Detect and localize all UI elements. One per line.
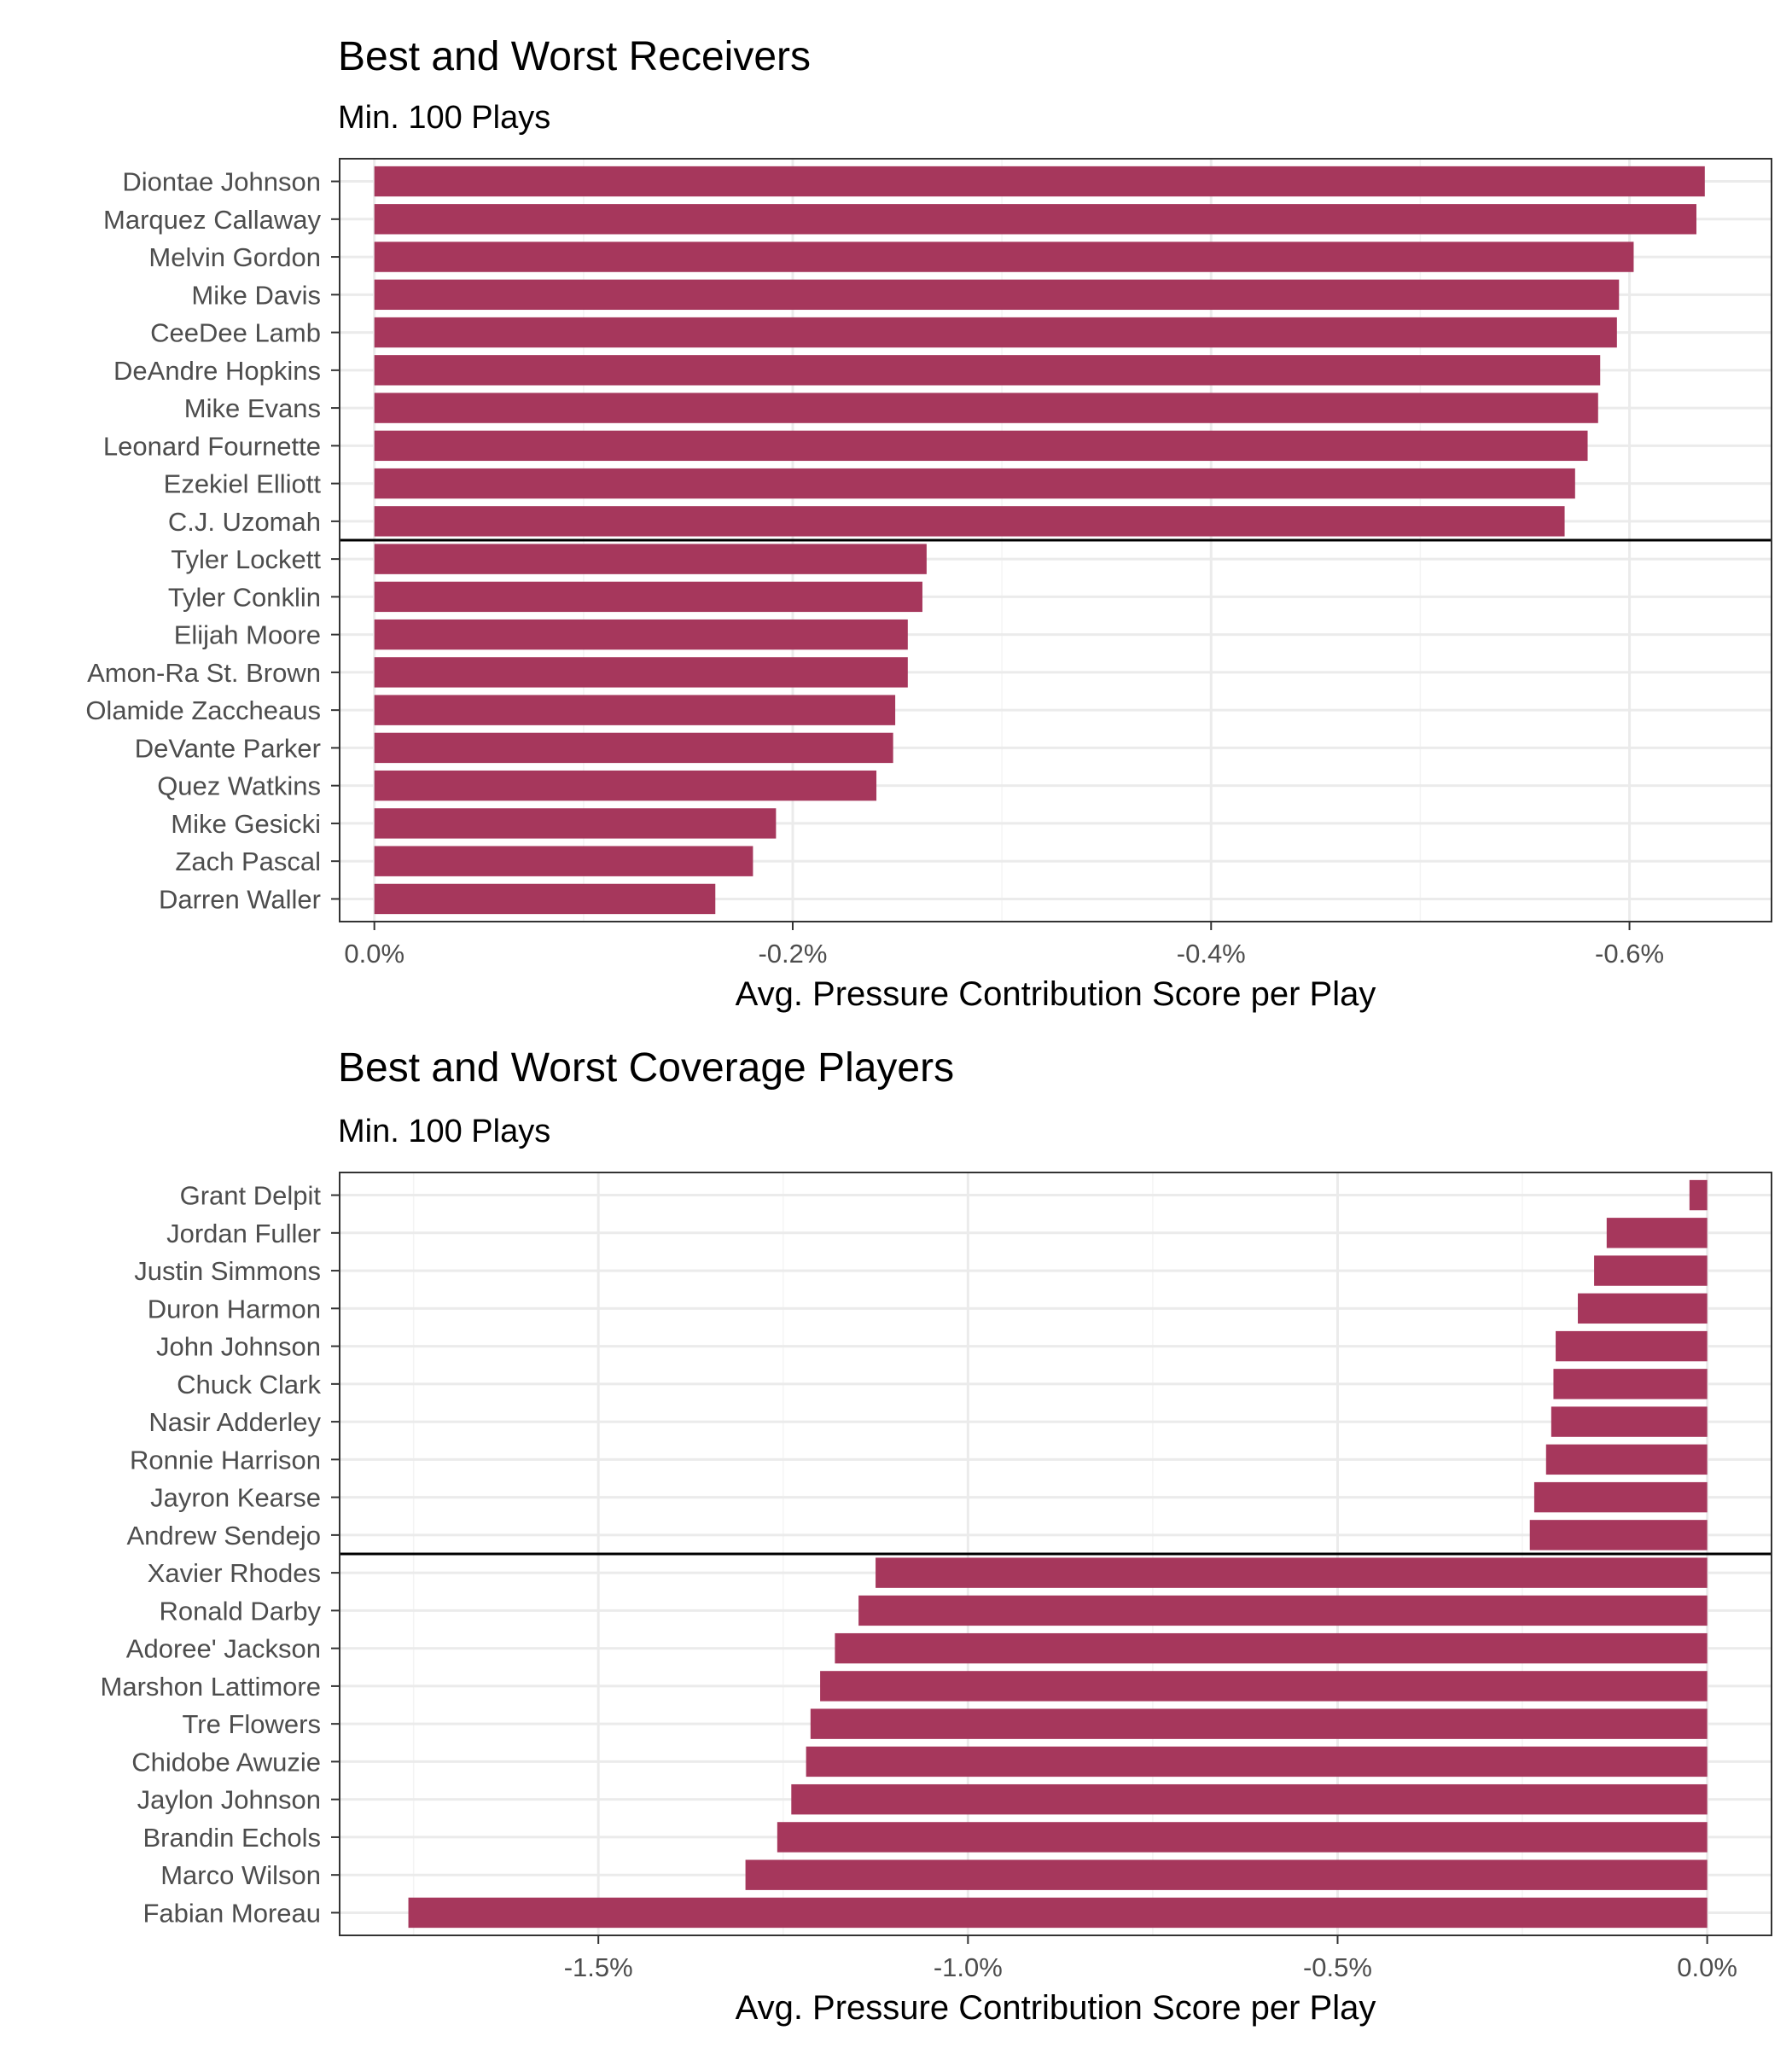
bar-ronald-darby bbox=[858, 1595, 1708, 1626]
bar-leonard-fournette bbox=[374, 430, 1588, 462]
bar-devante-parker bbox=[374, 732, 893, 764]
plot-frame bbox=[339, 1172, 1772, 1936]
bar-mike-gesicki bbox=[374, 808, 777, 839]
y-tick-label: Marquez Callaway bbox=[103, 205, 321, 235]
bar-elijah-moore bbox=[374, 619, 908, 650]
x-tick-label: -1.5% bbox=[564, 1952, 633, 1982]
y-tick-label: Tyler Conklin bbox=[168, 582, 321, 612]
x-tick-label: -0.6% bbox=[1595, 939, 1664, 969]
bar-nasir-adderley bbox=[1551, 1406, 1708, 1437]
bar-tyler-lockett bbox=[374, 544, 927, 574]
y-tick-label: John Johnson bbox=[156, 1332, 321, 1362]
bar-brandin-echols bbox=[777, 1822, 1708, 1853]
y-tick-label: Marshon Lattimore bbox=[101, 1672, 321, 1702]
y-tick-label: Mike Gesicki bbox=[171, 809, 321, 839]
y-tick-label: Grant Delpit bbox=[180, 1181, 322, 1211]
x-tick-label: -0.5% bbox=[1303, 1952, 1372, 1982]
y-tick-label: Jayron Kearse bbox=[150, 1483, 321, 1513]
bar-duron-harmon bbox=[1578, 1293, 1708, 1324]
y-tick-label: Justin Simmons bbox=[134, 1256, 321, 1286]
bar-adoree-jackson bbox=[835, 1632, 1708, 1664]
y-tick-label: Duron Harmon bbox=[148, 1294, 321, 1324]
y-tick-label: Jaylon Johnson bbox=[137, 1785, 321, 1815]
bar-c-j-uzomah bbox=[374, 506, 1565, 537]
bar-chidobe-awuzie bbox=[806, 1746, 1708, 1777]
y-tick-label: DeAndre Hopkins bbox=[113, 356, 321, 386]
bar-ronnie-harrison bbox=[1545, 1444, 1708, 1475]
y-tick-label: C.J. Uzomah bbox=[168, 507, 321, 537]
y-tick-label: Xavier Rhodes bbox=[148, 1558, 321, 1588]
y-tick-label: Ronnie Harrison bbox=[130, 1445, 321, 1475]
y-tick-label: Quez Watkins bbox=[157, 771, 321, 801]
x-tick-label: 0.0% bbox=[1677, 1952, 1737, 1982]
bar-chuck-clark bbox=[1553, 1369, 1708, 1399]
y-tick-label: Melvin Gordon bbox=[148, 242, 321, 272]
x-axis-label: Avg. Pressure Contribution Score per Pla… bbox=[736, 1989, 1376, 2027]
bar-jaylon-johnson bbox=[791, 1783, 1708, 1815]
y-tick-label: Marco Wilson bbox=[160, 1860, 321, 1890]
y-tick-label: Chuck Clark bbox=[177, 1370, 321, 1399]
chart-subtitle: Min. 100 Plays bbox=[338, 1114, 550, 1149]
bar-grant-delpit bbox=[1689, 1179, 1708, 1211]
y-tick-label: Diontae Johnson bbox=[122, 167, 321, 197]
bar-quez-watkins bbox=[374, 770, 877, 801]
coverage-panel: Best and Worst Coverage Players Min. 100 … bbox=[101, 1045, 1772, 2027]
bar-fabian-moreau bbox=[408, 1897, 1708, 1929]
y-tick-label: Jordan Fuller bbox=[166, 1219, 321, 1248]
y-tick-label: Fabian Moreau bbox=[143, 1898, 321, 1928]
y-tick-label: DeVante Parker bbox=[135, 733, 321, 763]
y-tick-label: Ronald Darby bbox=[159, 1596, 321, 1626]
chart-title: Best and Worst Coverage Players bbox=[338, 1045, 954, 1091]
y-tick-label: Brandin Echols bbox=[143, 1823, 321, 1853]
bar-john-johnson bbox=[1556, 1330, 1708, 1362]
x-tick-label: -0.4% bbox=[1177, 939, 1246, 969]
y-tick-label: Zach Pascal bbox=[175, 847, 321, 876]
x-axis-label: Avg. Pressure Contribution Score per Pla… bbox=[736, 975, 1376, 1013]
bar-jayron-kearse bbox=[1533, 1481, 1708, 1513]
bar-tyler-conklin bbox=[374, 581, 922, 613]
bar-ceedee-lamb bbox=[374, 317, 1617, 348]
x-tick-label: -0.2% bbox=[758, 939, 827, 969]
bar-jordan-fuller bbox=[1606, 1218, 1708, 1248]
bar-tre-flowers bbox=[810, 1708, 1708, 1739]
y-tick-label: Chidobe Awuzie bbox=[131, 1747, 321, 1777]
plot-frame bbox=[339, 158, 1772, 922]
y-tick-label: Elijah Moore bbox=[174, 620, 321, 650]
bar-xavier-rhodes bbox=[876, 1557, 1708, 1588]
y-tick-label: CeeDee Lamb bbox=[150, 318, 321, 348]
y-tick-label: Adoree' Jackson bbox=[126, 1634, 321, 1664]
bar-amon-ra-st-brown bbox=[374, 657, 908, 688]
bar-marshon-lattimore bbox=[820, 1671, 1708, 1702]
chart-title: Best and Worst Receivers bbox=[338, 34, 811, 79]
y-tick-label: Tre Flowers bbox=[183, 1709, 321, 1739]
bar-ezekiel-elliott bbox=[374, 468, 1575, 499]
bar-mike-evans bbox=[374, 393, 1598, 423]
y-tick-label: Nasir Adderley bbox=[148, 1407, 321, 1437]
y-tick-label: Mike Davis bbox=[191, 280, 321, 310]
bar-andrew-sendejo bbox=[1529, 1520, 1708, 1551]
receivers-panel: Best and Worst Receivers Min. 100 Plays Di… bbox=[85, 34, 1772, 1013]
y-tick-label: Darren Waller bbox=[159, 884, 321, 914]
x-tick-label: -1.0% bbox=[934, 1952, 1003, 1982]
bar-olamide-zaccheaus bbox=[374, 695, 896, 725]
y-tick-label: Tyler Lockett bbox=[171, 544, 321, 574]
bar-deandre-hopkins bbox=[374, 355, 1601, 386]
bar-zach-pascal bbox=[374, 846, 753, 876]
bar-marquez-callaway bbox=[374, 204, 1696, 235]
y-tick-label: Ezekiel Elliott bbox=[164, 469, 322, 499]
y-tick-label: Amon-Ra St. Brown bbox=[87, 658, 321, 688]
bar-justin-simmons bbox=[1594, 1255, 1708, 1286]
y-tick-label: Mike Evans bbox=[184, 393, 321, 423]
bar-darren-waller bbox=[374, 883, 716, 915]
bar-diontae-johnson bbox=[374, 166, 1705, 197]
x-tick-label: 0.0% bbox=[344, 939, 404, 969]
bar-melvin-gordon bbox=[374, 241, 1634, 272]
y-tick-label: Andrew Sendejo bbox=[127, 1521, 322, 1551]
chart-subtitle: Min. 100 Plays bbox=[338, 100, 550, 136]
y-tick-label: Olamide Zaccheaus bbox=[85, 695, 321, 725]
y-tick-label: Leonard Fournette bbox=[103, 431, 321, 461]
bar-marco-wilson bbox=[745, 1859, 1708, 1890]
bar-mike-davis bbox=[374, 279, 1620, 311]
